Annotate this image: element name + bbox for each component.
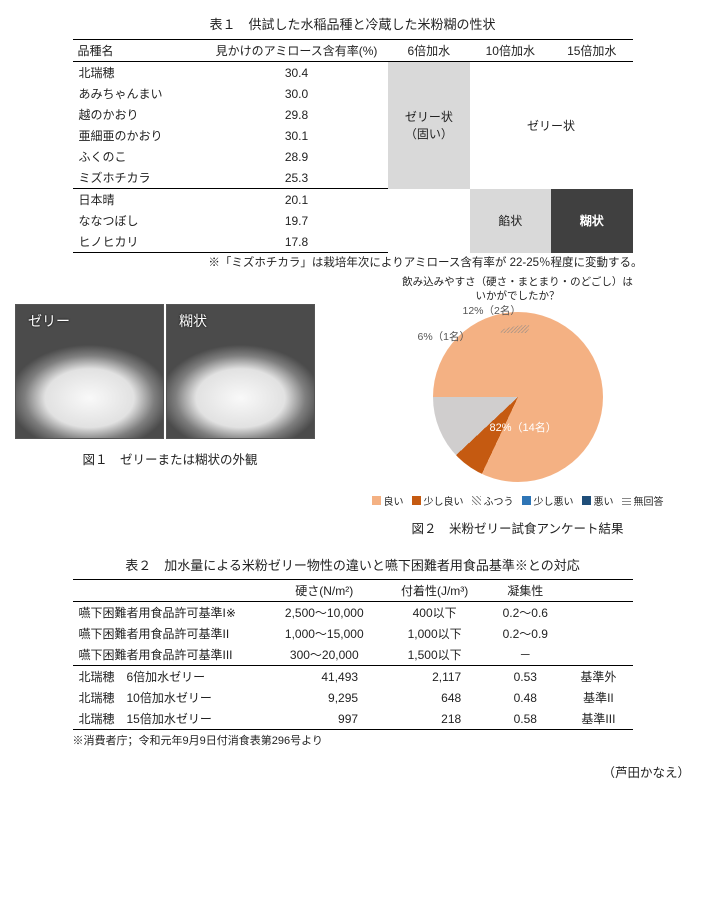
table-row: 嚥下困難者用食品許可基準II1,000～15,0001,000以下0.2～0.9 [73, 623, 633, 644]
pie-legend: 良い少し良いふつう少し悪い悪い無回答 [345, 493, 690, 508]
legend-item: 無回答 [622, 493, 664, 508]
t1-h-6: 6倍加水 [388, 40, 469, 62]
author: （芦田かなえ） [15, 762, 690, 781]
legend-item: 悪い [582, 493, 614, 508]
legend-item: 少し悪い [522, 493, 574, 508]
pie-chart: 12%（2名） 6%（1名） 82%（14名） [418, 307, 618, 487]
table2-note: ※消費者庁；令和元年9月9日付消食表第296号より [73, 732, 633, 748]
t2-h-hard: 硬さ(N/m²) [266, 580, 384, 602]
legend-item: 良い [372, 493, 404, 508]
t2-h-adh: 付着性(J/m³) [383, 580, 486, 602]
pie-label-6: 6%（1名） [418, 329, 471, 344]
t2-h-coh: 凝集性 [486, 580, 564, 602]
t1-h-name: 品種名 [73, 40, 205, 62]
t1-h-10: 10倍加水 [470, 40, 551, 62]
table1-title: 表１ 供試した水稲品種と冷蔵した米粉糊の性状 [15, 14, 690, 33]
t1-h-15: 15倍加水 [551, 40, 632, 62]
t2-h-rank [564, 580, 632, 602]
table-row: 日本晴20.1餡状糊状 [73, 189, 633, 211]
table-row: 嚥下困難者用食品許可基準I※2,500～10,000400以下0.2～0.6 [73, 602, 633, 624]
t1-h-amy: 見かけのアミロース含有率(%) [205, 40, 388, 62]
photo-jelly: ゼリー [15, 304, 164, 439]
table-row: 北瑞穂 10倍加水ゼリー9,2956480.48基準II [73, 687, 633, 708]
figure1-photos: ゼリー 糊状 [15, 304, 315, 439]
table2-title: 表２ 加水量による米粉ゼリー物性の違いと嚥下困難者用食品基準※との対応 [15, 555, 690, 574]
table1-note: ※「ミズホチカラ」は栽培年次によりアミロース含有率が 22-25％程度に変動する… [63, 254, 643, 270]
table-row: 北瑞穂 6倍加水ゼリー41,4932,1170.53基準外 [73, 666, 633, 688]
pie-label-82: 82%（14名） [490, 419, 557, 435]
pie-label-12: 12%（2名） [463, 303, 521, 318]
photo-paste: 糊状 [166, 304, 315, 439]
table-row: 北瑞穂30.4ゼリー状 （固い）ゼリー状 [73, 62, 633, 84]
table-row: 北瑞穂 15倍加水ゼリー9972180.58基準III [73, 708, 633, 730]
table1: 品種名 見かけのアミロース含有率(%) 6倍加水 10倍加水 15倍加水 北瑞穂… [73, 39, 633, 253]
legend-item: ふつう [472, 493, 514, 508]
figure1-caption: 図１ ゼリーまたは糊状の外観 [15, 449, 325, 468]
legend-item: 少し良い [412, 493, 464, 508]
photo-paste-label: 糊状 [179, 311, 207, 331]
photo-jelly-label: ゼリー [28, 311, 70, 331]
table2: 硬さ(N/m²) 付着性(J/m³) 凝集性 嚥下困難者用食品許可基準I※2,5… [73, 579, 633, 730]
table-row: 嚥下困難者用食品許可基準III300～20,0001,500以下－ [73, 644, 633, 666]
t2-h0 [73, 580, 266, 602]
figure2-caption: 図２ 米粉ゼリー試食アンケート結果 [345, 518, 690, 537]
figure2-title: 飲み込みやすさ（硬さ・まとまり・のどごし）は いかがでしたか？ [345, 276, 690, 303]
